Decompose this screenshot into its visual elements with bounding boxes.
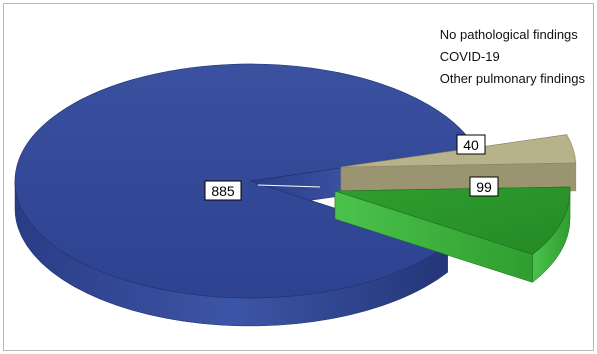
data-label-40-text: 40 bbox=[463, 137, 479, 153]
data-label-885: 885 bbox=[204, 180, 242, 201]
chart-frame: 885 99 40 No pathological findings COVID-1… bbox=[3, 3, 594, 351]
legend-entry-no-pathological-findings: No pathological findings bbox=[439, 27, 578, 42]
data-label-99: 99 bbox=[469, 176, 499, 197]
pie-slice-no-pathological-findings-top bbox=[14, 63, 477, 299]
data-label-leader-line bbox=[257, 184, 321, 188]
pie-chart: 885 99 40 bbox=[14, 63, 577, 327]
legend-entry-covid-19: COVID-19 bbox=[439, 49, 500, 64]
pie-slice-covid-19-top bbox=[334, 186, 571, 255]
data-label-99-text: 99 bbox=[476, 179, 492, 195]
legend: No pathological findings COVID-19 Other … bbox=[440, 24, 585, 90]
data-label-885-text: 885 bbox=[211, 183, 235, 199]
data-label-40: 40 bbox=[456, 134, 486, 155]
pie-slice-covid-19 bbox=[334, 186, 571, 283]
legend-entry-other-pulmonary-findings: Other pulmonary findings bbox=[439, 71, 585, 86]
